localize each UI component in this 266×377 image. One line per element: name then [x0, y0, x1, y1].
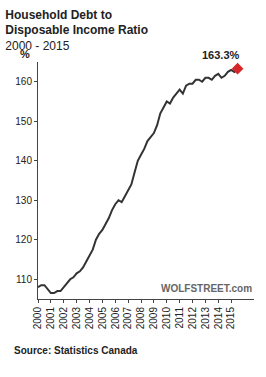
svg-text:2004: 2004 [84, 307, 95, 330]
svg-text:163.3%: 163.3% [202, 49, 240, 61]
svg-text:120: 120 [15, 234, 32, 245]
svg-text:130: 130 [15, 195, 32, 206]
svg-text:2009: 2009 [148, 307, 159, 330]
svg-text:2003: 2003 [71, 307, 82, 330]
svg-text:Household Debt toDisposable In: Household Debt toDisposable Income Ratio… [5, 8, 148, 53]
svg-text:2007: 2007 [122, 307, 133, 330]
svg-text:2002: 2002 [58, 307, 69, 330]
svg-text:%: % [20, 48, 30, 60]
svg-text:Source: Statistics Canada: Source: Statistics Canada [14, 345, 138, 356]
svg-text:2005: 2005 [97, 307, 108, 330]
svg-text:2010: 2010 [161, 307, 172, 330]
svg-text:160: 160 [15, 76, 32, 87]
svg-text:2011: 2011 [174, 307, 185, 329]
svg-text:2012: 2012 [187, 307, 198, 330]
svg-text:2008: 2008 [135, 307, 146, 330]
svg-text:150: 150 [15, 116, 32, 127]
svg-text:WOLFSTREET.com: WOLFSTREET.com [161, 283, 252, 294]
svg-text:110: 110 [16, 274, 32, 285]
svg-text:140: 140 [15, 155, 32, 166]
svg-text:2014: 2014 [213, 307, 224, 330]
svg-text:2015: 2015 [225, 307, 236, 330]
svg-text:2013: 2013 [200, 307, 211, 330]
svg-text:2000: 2000 [32, 307, 43, 330]
svg-text:2001: 2001 [45, 307, 56, 330]
svg-text:2006: 2006 [110, 307, 121, 330]
